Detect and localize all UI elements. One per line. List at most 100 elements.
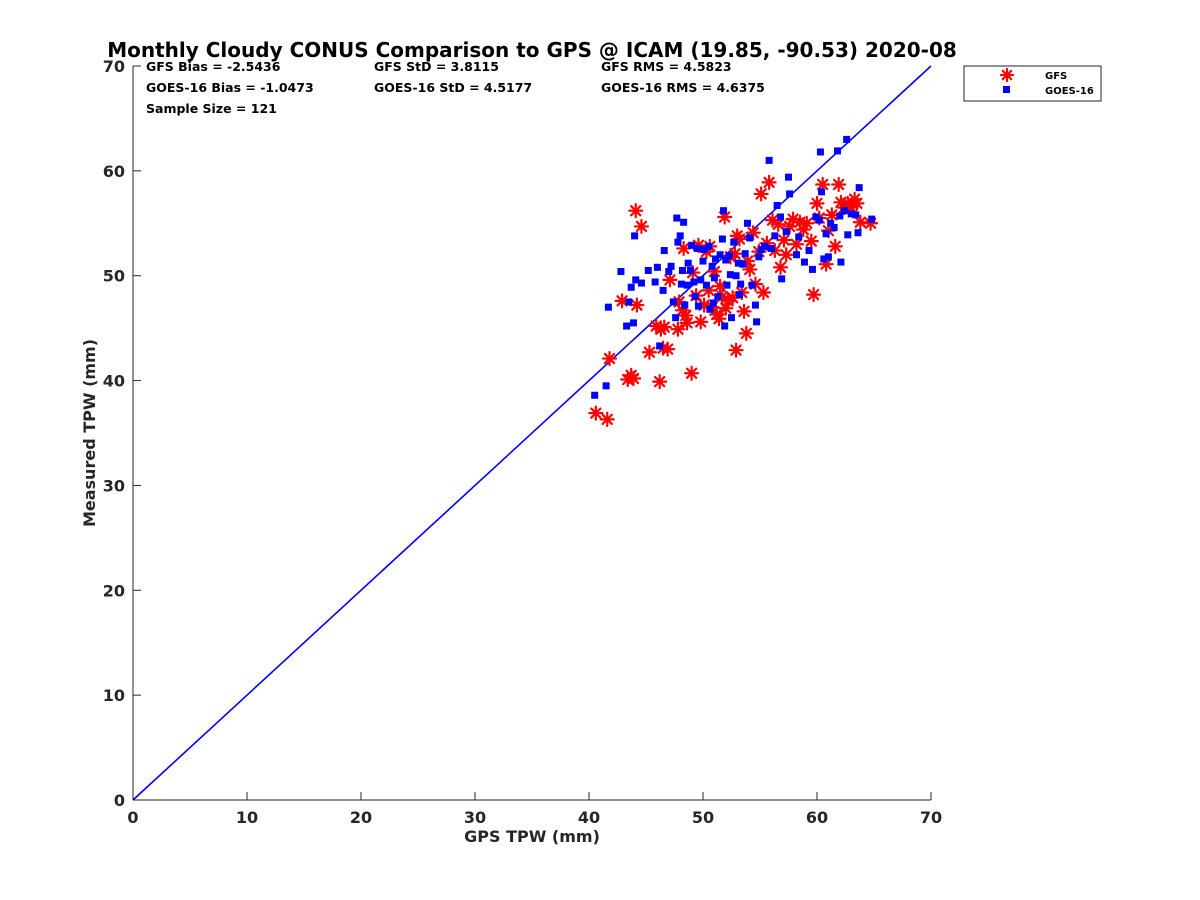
- goes16-point: [730, 238, 738, 246]
- goes16-point: [777, 213, 785, 221]
- goes16-point: [765, 156, 773, 164]
- goes16-point: [697, 276, 705, 284]
- legend-gfs-label: GFS: [1045, 71, 1067, 82]
- goes16-point: [743, 219, 751, 227]
- gfs-point: [849, 195, 865, 211]
- goes16-point: [674, 238, 682, 246]
- goes16-point: [644, 266, 652, 274]
- gfs-point: [662, 272, 678, 288]
- goes16-point: [830, 223, 838, 231]
- gfs-point: [683, 365, 700, 381]
- goes16-point: [786, 190, 794, 198]
- y-axis-label: Measured TPW (mm): [80, 339, 99, 527]
- gfs-point: [676, 240, 692, 257]
- goes16-point: [693, 244, 701, 252]
- goes16-point: [691, 293, 699, 301]
- goes16-point: [837, 258, 845, 266]
- goes16-point: [773, 201, 781, 209]
- goes16-point: [725, 252, 733, 260]
- goes16-point: [840, 207, 848, 215]
- gfs-point: [772, 259, 789, 275]
- x-tick-label: 0: [127, 808, 138, 827]
- goes16-point: [632, 276, 640, 284]
- goes16-point: [591, 391, 599, 399]
- gfs-point: [736, 303, 752, 319]
- goes16-point: [816, 148, 824, 156]
- goes16-point: [721, 322, 729, 330]
- goes16-point: [660, 247, 668, 255]
- goes16-point: [702, 281, 710, 289]
- goes16-point: [836, 212, 844, 220]
- goes16-point: [753, 318, 761, 326]
- goes16-point: [778, 275, 786, 283]
- one-to-one-line: [132, 65, 932, 801]
- gfs-point: [599, 411, 615, 427]
- y-tick-label: 20: [103, 581, 125, 600]
- goes16-point: [737, 280, 745, 288]
- goes16-point: [741, 250, 749, 258]
- gfs-point: [670, 321, 686, 337]
- goes16-point: [735, 291, 743, 299]
- goes16-point: [676, 232, 684, 240]
- goes16-point: [748, 281, 756, 289]
- stat-sample-size: Sample Size = 121: [146, 101, 277, 116]
- stat-gfs-std: GFS StD = 3.8115: [374, 59, 499, 74]
- y-tick-label: 60: [103, 162, 125, 181]
- goes16-point: [637, 279, 645, 287]
- stat-goes-rms: GOES-16 RMS = 4.6375: [601, 80, 765, 95]
- goes16-point: [751, 301, 759, 309]
- y-tick-label: 40: [103, 372, 125, 391]
- gfs-point: [827, 238, 843, 254]
- goes16-point: [700, 246, 708, 253]
- stat-goes-std: GOES-16 StD = 4.5177: [374, 80, 532, 95]
- x-ticks: 0 10 20 30 40 50 60 70: [127, 792, 942, 827]
- legend-goes16-label: GOES-16: [1045, 86, 1094, 97]
- goes16-point: [734, 259, 742, 267]
- gfs-point: [824, 207, 840, 223]
- goes16-point: [847, 210, 855, 218]
- goes16-point: [673, 214, 681, 222]
- gfs-point: [625, 370, 642, 387]
- goes16-point: [686, 266, 694, 274]
- goes16-point: [709, 299, 717, 307]
- gfs-point: [629, 297, 645, 313]
- goes16-point: [718, 235, 726, 243]
- gfs-point: [803, 233, 819, 249]
- gfs-point: [693, 314, 709, 330]
- gfs-point: [831, 176, 847, 193]
- gfs-point: [628, 203, 644, 219]
- x-tick-label: 20: [350, 808, 372, 827]
- y-ticks: 0 10 20 30 40 50 60 70: [103, 57, 141, 810]
- gfs-point: [799, 215, 815, 231]
- gfs-point: [601, 350, 618, 367]
- goes16-point: [680, 218, 688, 226]
- goes16-point: [822, 230, 830, 238]
- x-tick-label: 10: [236, 808, 258, 827]
- gfs-point: [588, 405, 604, 421]
- chart-title: Monthly Cloudy CONUS Comparison to GPS @…: [107, 38, 957, 62]
- y-tick-label: 0: [114, 791, 125, 810]
- x-tick-label: 40: [578, 808, 600, 827]
- stat-gfs-bias: GFS Bias = -2.5436: [146, 59, 281, 74]
- goes16-point: [656, 342, 664, 350]
- goes16-point: [631, 232, 639, 240]
- gfs-point: [633, 218, 650, 235]
- y-tick-label: 30: [103, 476, 125, 495]
- gfs-point: [778, 247, 794, 263]
- goes16-point: [723, 281, 731, 289]
- goes16-point: [755, 253, 763, 261]
- goes16-point: [854, 229, 862, 237]
- x-tick-label: 60: [806, 808, 828, 827]
- goes16-point: [714, 293, 722, 301]
- legend-gfs-marker: [999, 67, 1015, 83]
- goes16-point: [627, 283, 635, 291]
- goes16-point: [855, 184, 863, 192]
- gfs-point: [755, 284, 772, 301]
- goes16-point: [771, 232, 779, 240]
- gfs-point: [852, 214, 868, 230]
- goes16-point: [683, 281, 691, 289]
- x-tick-label: 30: [464, 808, 486, 827]
- goes16-point: [767, 244, 775, 252]
- goes16-point: [782, 228, 790, 236]
